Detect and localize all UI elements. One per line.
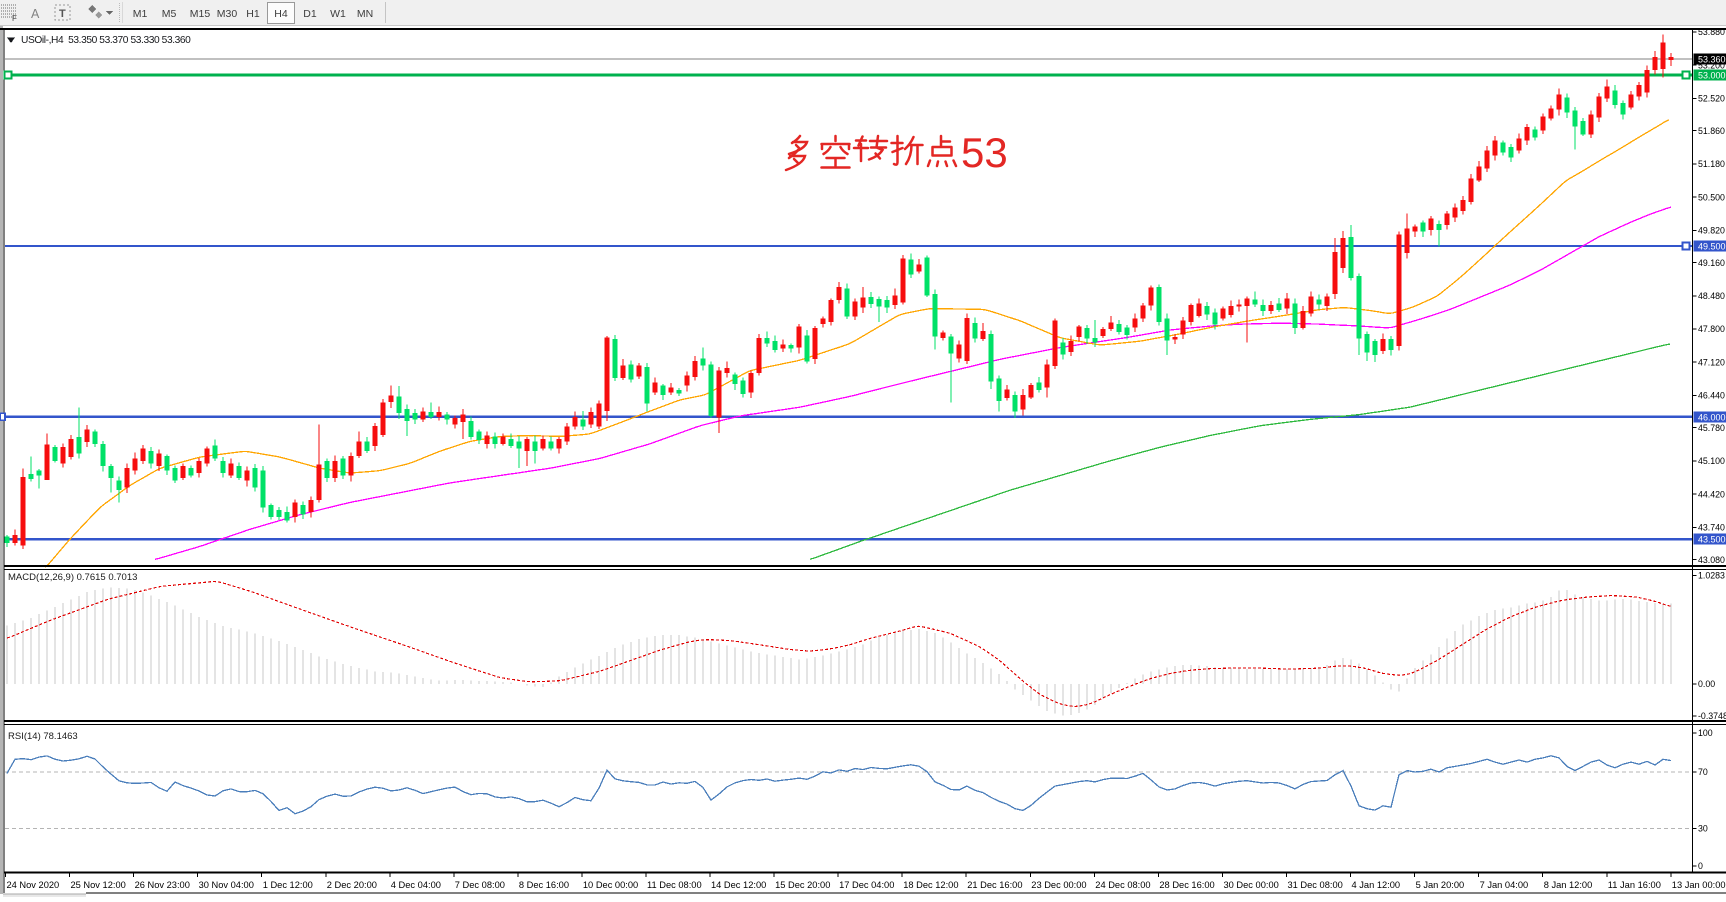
svg-text:MN: MN bbox=[357, 8, 373, 20]
svg-text:D1: D1 bbox=[303, 8, 317, 20]
svg-text:17 Dec 04:00: 17 Dec 04:00 bbox=[839, 880, 894, 890]
svg-text:45.780: 45.780 bbox=[1698, 423, 1725, 433]
svg-text:51.180: 51.180 bbox=[1698, 159, 1725, 169]
svg-text:W1: W1 bbox=[330, 8, 346, 20]
svg-text:43.500: 43.500 bbox=[1698, 535, 1726, 545]
svg-text:49.160: 49.160 bbox=[1698, 258, 1725, 268]
svg-text:2 Dec 20:00: 2 Dec 20:00 bbox=[327, 880, 377, 890]
svg-text:46.000: 46.000 bbox=[1698, 412, 1726, 422]
svg-text:F: F bbox=[12, 14, 17, 23]
svg-text:21 Dec 16:00: 21 Dec 16:00 bbox=[967, 880, 1022, 890]
svg-text:M5: M5 bbox=[162, 8, 177, 20]
svg-text:M1: M1 bbox=[133, 8, 148, 20]
svg-text:100: 100 bbox=[1698, 728, 1713, 738]
svg-text:15 Dec 20:00: 15 Dec 20:00 bbox=[775, 880, 830, 890]
svg-text:MACD(12,26,9) 0.7615 0.7013: MACD(12,26,9) 0.7615 0.7013 bbox=[8, 572, 137, 583]
svg-text:23 Dec 00:00: 23 Dec 00:00 bbox=[1031, 880, 1086, 890]
svg-text:49.500: 49.500 bbox=[1698, 241, 1726, 251]
svg-text:T: T bbox=[59, 8, 66, 20]
svg-text:7 Jan 04:00: 7 Jan 04:00 bbox=[1480, 880, 1529, 890]
svg-text:1 Dec 12:00: 1 Dec 12:00 bbox=[263, 880, 313, 890]
svg-text:28 Dec 16:00: 28 Dec 16:00 bbox=[1159, 880, 1214, 890]
svg-text:53.880: 53.880 bbox=[1698, 27, 1725, 37]
svg-text:13 Jan 00:00: 13 Jan 00:00 bbox=[1672, 880, 1726, 890]
svg-text:RSI(14) 78.1463: RSI(14) 78.1463 bbox=[8, 731, 78, 742]
svg-text:11 Dec 08:00: 11 Dec 08:00 bbox=[647, 880, 702, 890]
svg-text:30 Dec 00:00: 30 Dec 00:00 bbox=[1224, 880, 1279, 890]
svg-text:-0.3748: -0.3748 bbox=[1698, 711, 1726, 721]
svg-text:30: 30 bbox=[1698, 824, 1708, 834]
svg-text:4 Dec 04:00: 4 Dec 04:00 bbox=[391, 880, 441, 890]
svg-text:53.360: 53.360 bbox=[1698, 54, 1726, 64]
svg-text:10 Dec 00:00: 10 Dec 00:00 bbox=[583, 880, 638, 890]
svg-text:53: 53 bbox=[961, 129, 1008, 176]
svg-text:24 Dec 08:00: 24 Dec 08:00 bbox=[1095, 880, 1150, 890]
svg-text:70: 70 bbox=[1698, 767, 1708, 777]
svg-text:48.480: 48.480 bbox=[1698, 291, 1725, 301]
svg-text:M30: M30 bbox=[217, 8, 238, 20]
svg-text:11 Jan 16:00: 11 Jan 16:00 bbox=[1608, 880, 1661, 890]
svg-text:50.500: 50.500 bbox=[1698, 192, 1725, 202]
svg-text:26 Nov 23:00: 26 Nov 23:00 bbox=[135, 880, 190, 890]
svg-text:5 Jan 20:00: 5 Jan 20:00 bbox=[1416, 880, 1465, 890]
svg-text:53.000: 53.000 bbox=[1698, 70, 1726, 80]
svg-text:7 Dec 08:00: 7 Dec 08:00 bbox=[455, 880, 505, 890]
svg-text:0.00: 0.00 bbox=[1698, 679, 1715, 689]
svg-text:18 Dec 12:00: 18 Dec 12:00 bbox=[903, 880, 958, 890]
svg-text:49.820: 49.820 bbox=[1698, 226, 1725, 236]
svg-text:53.200: 53.200 bbox=[1698, 60, 1725, 70]
svg-text:31 Dec 08:00: 31 Dec 08:00 bbox=[1288, 880, 1343, 890]
svg-text:8 Dec 16:00: 8 Dec 16:00 bbox=[519, 880, 569, 890]
svg-text:M15: M15 bbox=[190, 8, 211, 20]
svg-text:H1: H1 bbox=[246, 8, 260, 20]
svg-text:43.740: 43.740 bbox=[1698, 523, 1725, 533]
svg-text:8 Jan 12:00: 8 Jan 12:00 bbox=[1544, 880, 1593, 890]
svg-text:43.080: 43.080 bbox=[1698, 555, 1725, 565]
svg-text:44.420: 44.420 bbox=[1698, 489, 1725, 499]
svg-text:47.800: 47.800 bbox=[1698, 324, 1725, 334]
svg-text:47.120: 47.120 bbox=[1698, 357, 1725, 367]
svg-text:1.0283: 1.0283 bbox=[1698, 571, 1725, 581]
svg-text:52.520: 52.520 bbox=[1698, 94, 1725, 104]
svg-text:14 Dec 12:00: 14 Dec 12:00 bbox=[711, 880, 766, 890]
svg-text:51.860: 51.860 bbox=[1698, 126, 1725, 136]
svg-text:0: 0 bbox=[1698, 861, 1703, 871]
svg-text:USOil-,H4 53.350 53.370 53.33: USOil-,H4 53.350 53.370 53.330 53.360 bbox=[21, 35, 191, 46]
svg-text:46.440: 46.440 bbox=[1698, 391, 1725, 401]
svg-text:A: A bbox=[31, 7, 40, 21]
svg-text:4 Jan 12:00: 4 Jan 12:00 bbox=[1352, 880, 1401, 890]
svg-text:30 Nov 04:00: 30 Nov 04:00 bbox=[199, 880, 254, 890]
svg-text:H4: H4 bbox=[274, 8, 288, 20]
svg-text:45.100: 45.100 bbox=[1698, 456, 1725, 466]
svg-text:24 Nov 2020: 24 Nov 2020 bbox=[7, 880, 60, 890]
svg-text:25 Nov 12:00: 25 Nov 12:00 bbox=[71, 880, 126, 890]
